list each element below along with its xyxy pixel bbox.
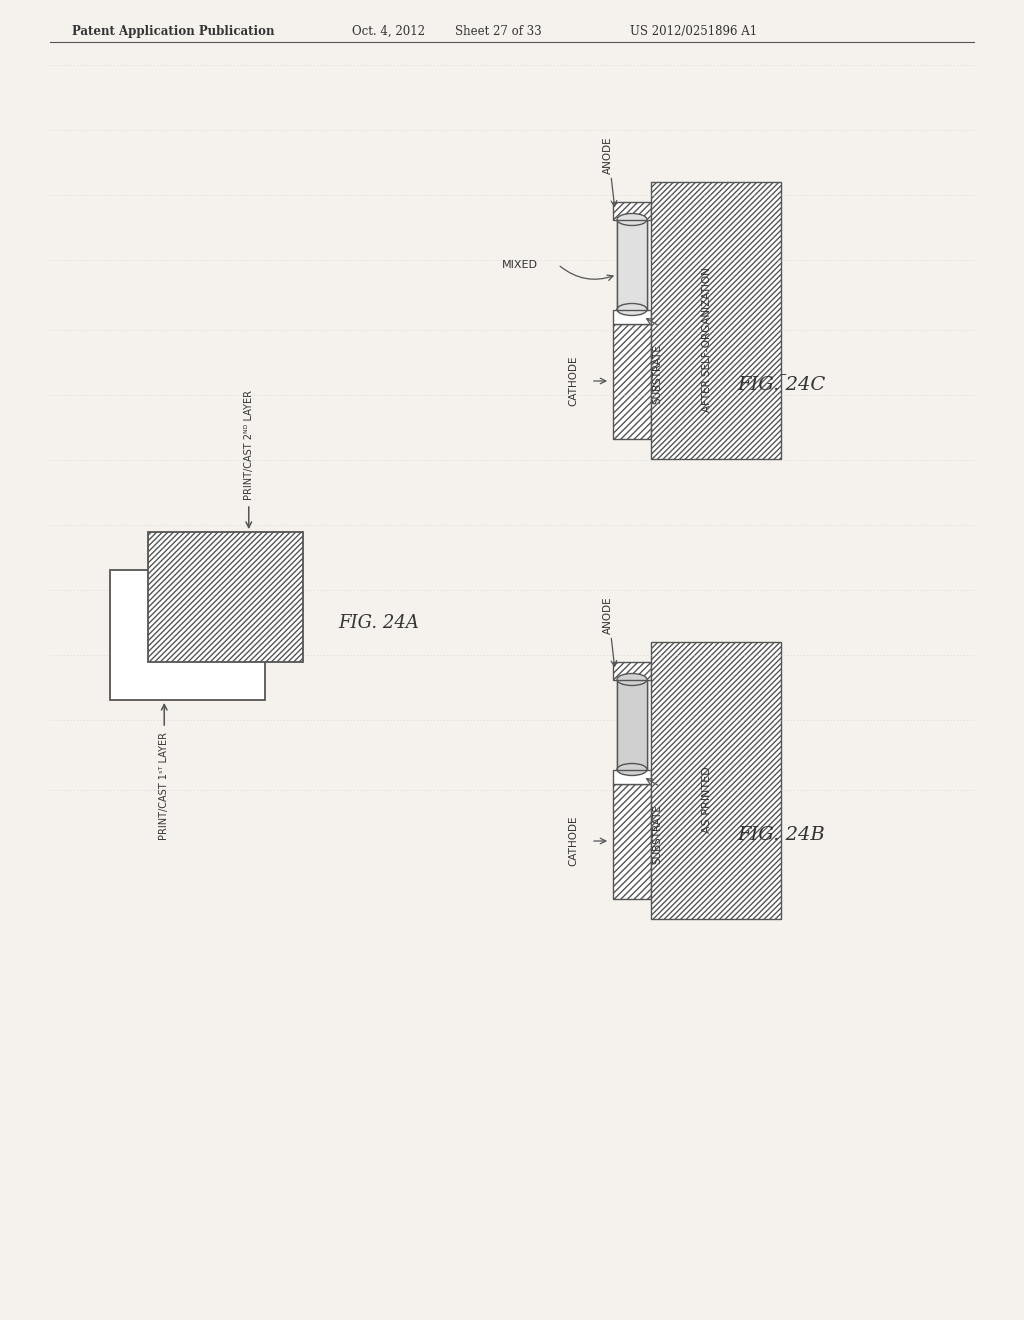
Text: FIG. 24A: FIG. 24A [338, 614, 419, 632]
Text: -: - [780, 366, 786, 384]
Text: ANODE: ANODE [603, 137, 613, 174]
Bar [617, 677, 647, 771]
Bar [613, 202, 651, 219]
Text: CATHODE: CATHODE [568, 356, 578, 407]
Ellipse shape [617, 673, 647, 685]
Text: US 2012/0251896 A1: US 2012/0251896 A1 [630, 25, 757, 38]
Text: FIG. 24C: FIG. 24C [737, 376, 825, 393]
Text: Sheet 27 of 33: Sheet 27 of 33 [455, 25, 542, 38]
Bar [651, 642, 781, 919]
Text: CATHODE: CATHODE [568, 816, 578, 866]
Text: SUBSTRATE: SUBSTRATE [652, 804, 662, 865]
Bar [617, 680, 647, 770]
Text: Oct. 4, 2012: Oct. 4, 2012 [352, 25, 425, 38]
Text: FIG. 24B: FIG. 24B [737, 826, 824, 843]
Bar [617, 219, 647, 309]
Bar [110, 570, 265, 700]
Text: Patent Application Publication: Patent Application Publication [72, 25, 274, 38]
Ellipse shape [617, 214, 647, 226]
Ellipse shape [617, 763, 647, 776]
Bar [617, 218, 647, 312]
Bar [613, 784, 651, 899]
Text: AS PRINTED: AS PRINTED [702, 767, 712, 833]
Text: MIXED: MIXED [502, 260, 538, 269]
Text: PRINT/CAST 1ˢᵀ LAYER: PRINT/CAST 1ˢᵀ LAYER [160, 733, 169, 840]
Bar [613, 661, 651, 680]
Text: PRINT/CAST 2ᴺᴰ LAYER: PRINT/CAST 2ᴺᴰ LAYER [244, 389, 254, 500]
Bar [617, 219, 647, 309]
Bar [613, 309, 651, 323]
Bar [651, 181, 781, 458]
Bar [617, 680, 647, 770]
Ellipse shape [617, 304, 647, 315]
Text: ANODE: ANODE [603, 597, 613, 635]
Text: AFTER SELF-ORGANIZATION: AFTER SELF-ORGANIZATION [702, 268, 712, 412]
Text: SUBSTRATE: SUBSTRATE [652, 345, 662, 404]
Bar [613, 323, 651, 438]
Bar [148, 532, 303, 663]
Bar [613, 770, 651, 784]
